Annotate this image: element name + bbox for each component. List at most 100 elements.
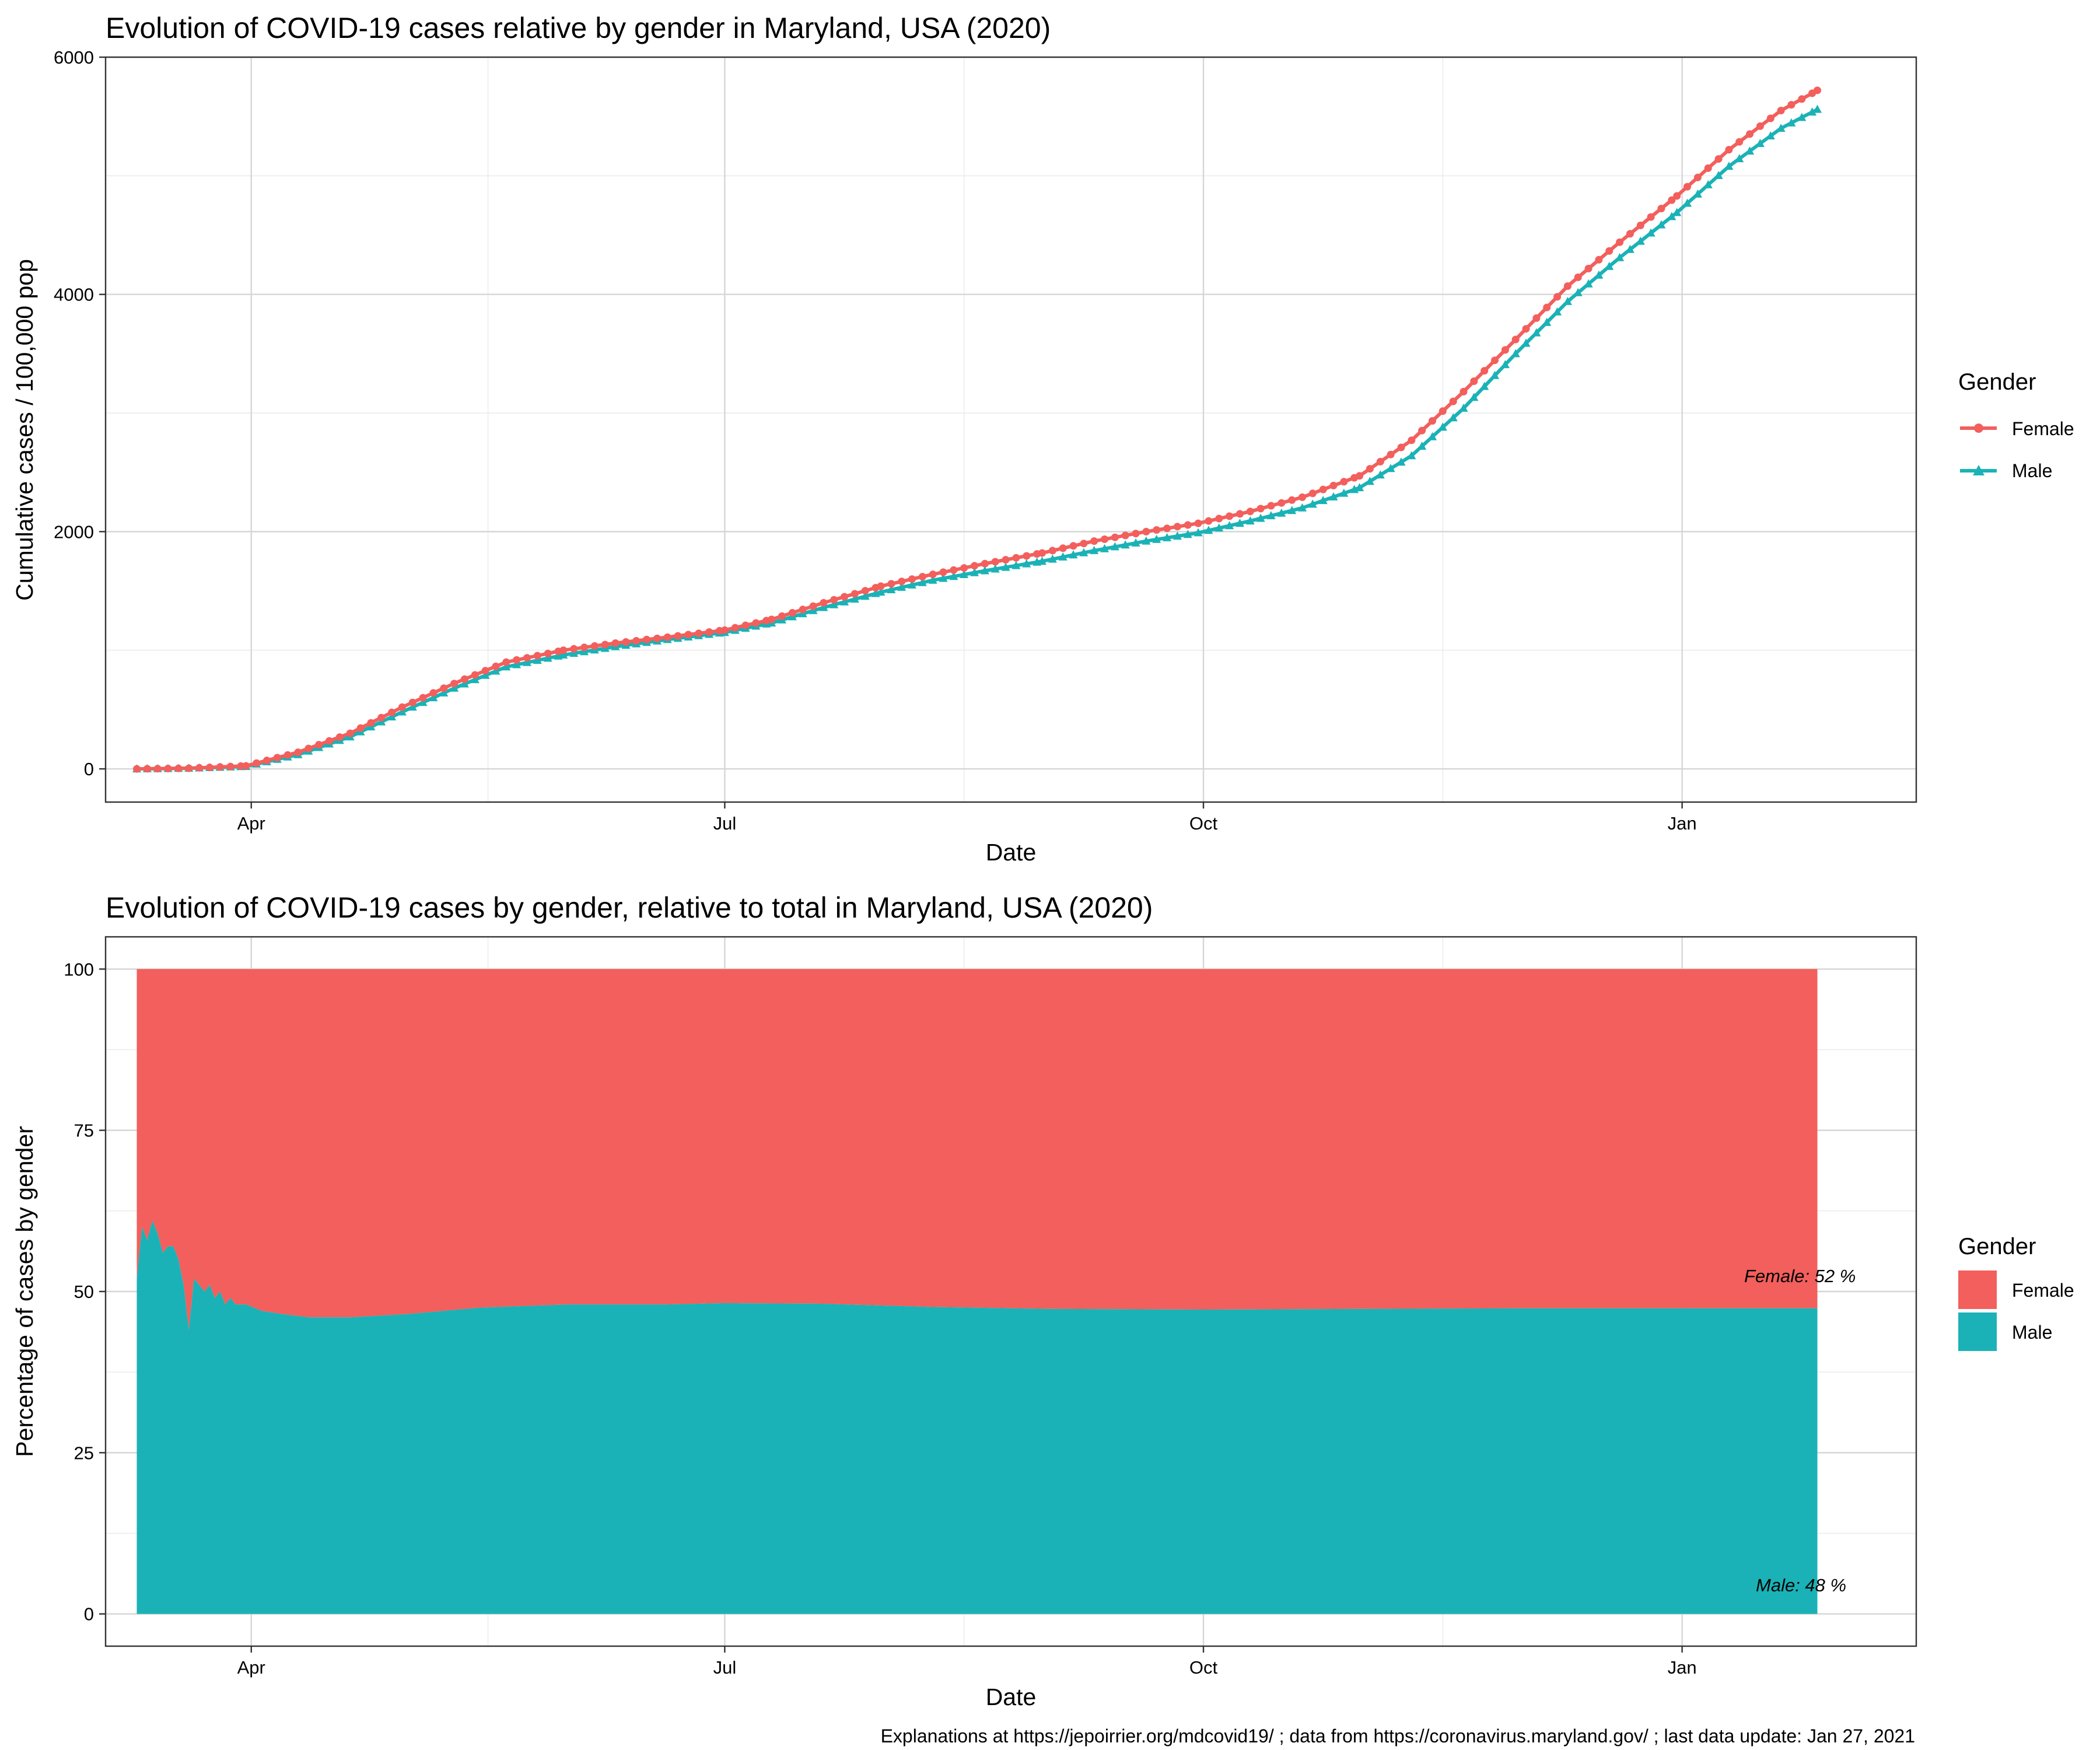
data-point [1745, 146, 1755, 155]
data-point [1714, 170, 1723, 179]
data-point [1163, 533, 1172, 541]
x-tick-label: Jan [1668, 813, 1697, 834]
data-point [1001, 562, 1010, 571]
legend-label: Male [2012, 1322, 2052, 1343]
data-point [523, 657, 531, 666]
data-point [533, 652, 541, 660]
data-point [1460, 387, 1468, 396]
data-point [674, 632, 682, 640]
data-point [1574, 273, 1582, 281]
data-point [216, 763, 224, 771]
data-point [377, 713, 386, 722]
data-point [1798, 95, 1806, 103]
data-point [1501, 346, 1509, 354]
data-point [981, 559, 989, 568]
data-point [1797, 113, 1807, 121]
data-point [1069, 550, 1078, 559]
data-point [1038, 549, 1046, 557]
data-point [819, 603, 828, 611]
data-point [1776, 124, 1786, 132]
data-point [1725, 146, 1733, 154]
male-share-annotation: Male: 48 % [1756, 1575, 1846, 1595]
data-point [918, 573, 926, 581]
data-point [601, 640, 609, 649]
data-point [419, 694, 427, 702]
data-point [808, 606, 818, 614]
y-axis-title: Percentage of cases by gender [11, 1126, 38, 1457]
data-point [1236, 519, 1244, 527]
data-point [1376, 470, 1385, 479]
data-point [741, 621, 750, 629]
data-point [1396, 457, 1406, 466]
data-point [164, 765, 172, 772]
data-point [1563, 296, 1572, 305]
data-point [1625, 244, 1634, 253]
data-point [1287, 506, 1297, 514]
data-point [1246, 508, 1254, 516]
data-point [1132, 530, 1140, 538]
data-point [1647, 213, 1655, 221]
data-point [397, 707, 407, 716]
data-point [1459, 403, 1468, 412]
x-tick-label: Oct [1189, 813, 1218, 834]
data-point [622, 638, 630, 646]
data-point [450, 680, 459, 688]
data-point [1256, 513, 1265, 522]
data-point [1703, 180, 1713, 188]
data-point [1256, 505, 1265, 513]
y-tick-label: 6000 [54, 47, 94, 68]
data-point [1490, 370, 1499, 379]
data-point [1714, 155, 1723, 163]
data-point [1277, 508, 1286, 517]
data-point [544, 649, 552, 657]
data-point [1048, 547, 1056, 555]
legend-key-swatch [1958, 1270, 1997, 1309]
data-point [1111, 533, 1119, 541]
x-axis-ticks: Apr Jul Oct Jan [237, 802, 1697, 834]
area-female [136, 969, 1818, 1331]
data-point [1080, 540, 1088, 548]
x-axis-title: Date [986, 1684, 1037, 1710]
data-point [429, 689, 438, 697]
data-point [153, 765, 162, 773]
data-point [1110, 542, 1119, 551]
data-point [1542, 317, 1552, 326]
data-point [918, 578, 927, 586]
data-point [1318, 496, 1328, 505]
data-point [1173, 523, 1181, 531]
data-point [1365, 477, 1374, 485]
data-point [980, 566, 989, 575]
data-point [1266, 511, 1276, 520]
data-point [1225, 521, 1234, 530]
data-point [768, 615, 776, 624]
data-point [273, 754, 281, 762]
data-point [1735, 138, 1744, 146]
data-point [513, 656, 521, 664]
y-tick-label: 2000 [54, 522, 94, 542]
data-point [491, 666, 501, 675]
y-axis-title: Cumulative cases / 100,000 pop [11, 259, 38, 601]
data-point [830, 596, 838, 604]
data-point [1470, 377, 1478, 385]
data-point [1429, 417, 1436, 425]
legend-label: Female [2012, 1280, 2074, 1301]
data-point [1615, 253, 1625, 261]
data-point [970, 568, 979, 576]
data-point [1553, 293, 1562, 301]
data-point [1532, 314, 1541, 322]
data-point [450, 683, 459, 692]
x-tick-label: Jul [713, 1657, 737, 1678]
caption: Explanations at https://jepoirrier.org/m… [881, 1726, 1915, 1746]
data-point [908, 580, 916, 589]
data-point [408, 698, 416, 706]
data-point [1308, 499, 1317, 508]
data-point [143, 765, 151, 773]
data-point [1288, 496, 1296, 504]
data-point [1448, 413, 1458, 422]
data-point [1386, 464, 1395, 473]
data-point [960, 564, 968, 572]
data-point [1626, 230, 1634, 238]
data-point [1194, 519, 1202, 527]
data-point [695, 629, 703, 638]
data-point [1808, 107, 1817, 116]
